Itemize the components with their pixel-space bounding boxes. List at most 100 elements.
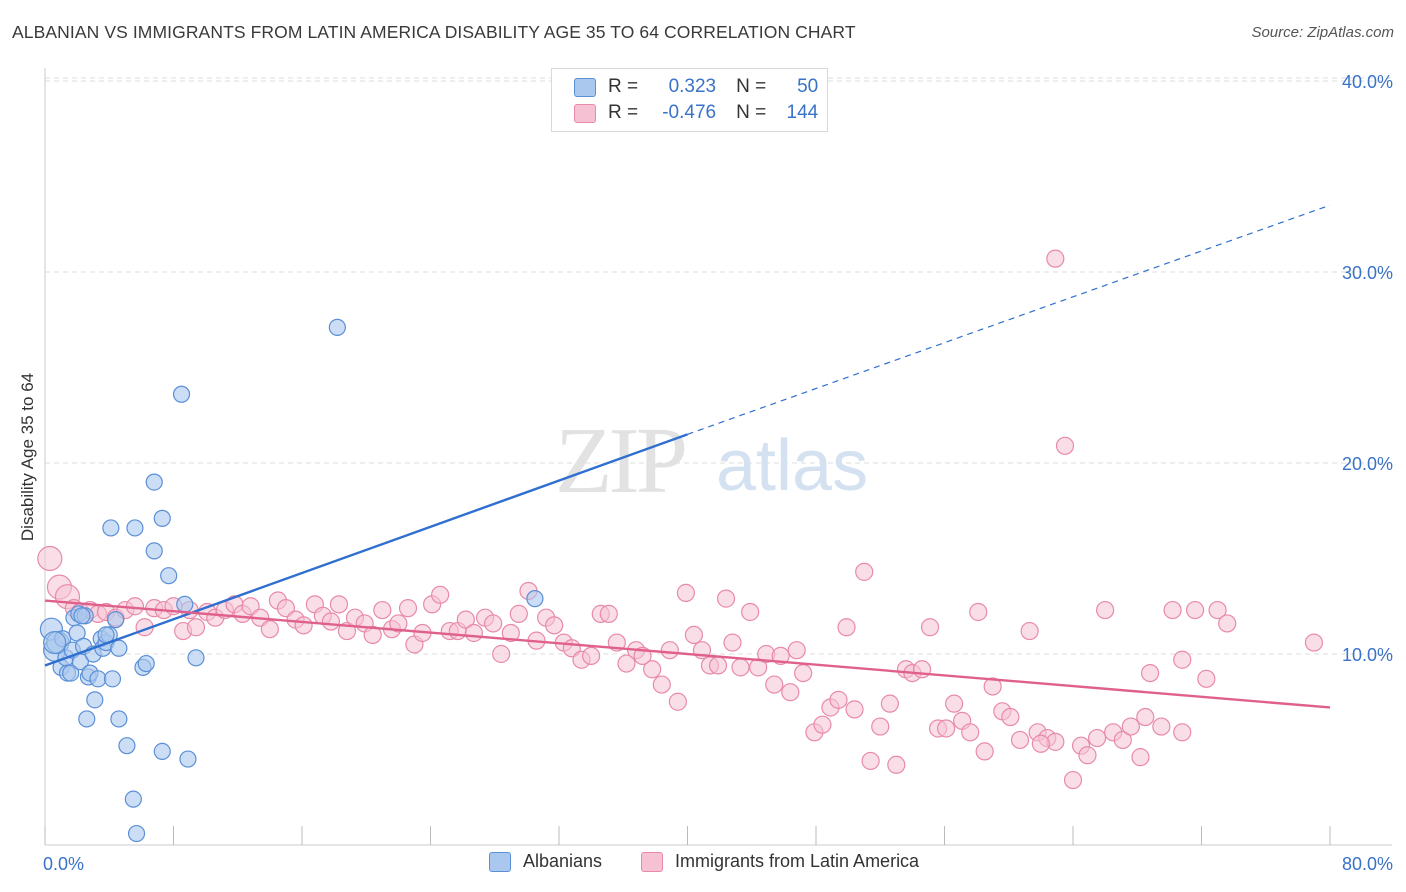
latin-point-95 [855,562,874,581]
latin-point-58 [545,616,564,635]
albanian-point-40 [172,385,191,403]
albanian-point-25 [107,611,125,629]
y-tick-label-40: 40.0% [1342,72,1393,92]
axis-labels: 10.0% 20.0% 30.0% 40.0% 0.0% 80.0% Disability … [18,72,1393,874]
latin-point-86 [781,683,800,702]
latin-point-84 [765,675,784,694]
trend-lines [44,204,1331,709]
latin-point-109 [969,602,988,622]
data-points [37,249,1324,843]
latin-point-72 [668,692,687,711]
latin-point-129 [1140,663,1160,683]
albanian-point-44 [176,595,194,613]
latin-point-111 [983,677,1002,696]
latin-point-77 [708,656,728,675]
latin-point-53 [501,623,520,643]
albanians-legend-label: Albanians [523,851,603,871]
latin-r-label: R = [608,102,639,123]
latin-point-96 [861,751,880,771]
latin-point-103 [920,618,940,637]
latin-point-32 [321,612,341,631]
albanian-point-31 [127,824,146,843]
latin-point-106 [945,694,964,713]
latin-point-51 [484,614,503,633]
axes [44,68,1392,846]
latin-point-110 [975,742,994,761]
albanian-point-19 [89,670,107,688]
albanian-point-28 [110,710,128,728]
albanians-r-value: 0.323 [668,76,717,97]
latin-point-49 [464,623,483,643]
latin-point-139 [1136,707,1155,727]
latin-point-141 [1031,734,1050,753]
latin-point-108 [961,723,980,742]
albanian-point-43 [102,519,120,537]
latin-point-70 [652,675,671,694]
latin-point-78 [716,589,736,608]
latin-point-119 [1055,436,1075,455]
bottom-legend-albanians[interactable]: Albanians [489,851,602,872]
y-axis-label: Disability Age 35 to 64 [18,373,37,541]
latin-swatch [574,103,596,123]
bottom-legend: Albanians Immigrants from Latin America [0,851,1406,877]
albanian-point-30 [124,790,142,808]
latin-point-93 [837,618,856,637]
latin-point-64 [599,604,618,623]
latin-trend-line [44,599,1331,709]
latin-point-128 [1131,748,1150,767]
x-tick-label-max: 80.0% [1342,854,1393,874]
y-tick-label-20: 20.0% [1342,454,1393,474]
watermark: ZIP atlas [555,409,868,513]
albanian-point-29 [118,737,136,755]
y-tick-label-30: 30.0% [1342,263,1393,283]
latin-point-33 [329,595,349,614]
latin-point-133 [1185,600,1205,620]
albanians-n-label: N = [736,76,767,97]
latin-point-71 [660,641,679,660]
latin-point-126 [1113,730,1132,750]
latin-point-0 [37,545,63,572]
latin-point-92 [829,690,848,709]
watermark-atlas: atlas [716,426,868,506]
latin-point-52 [492,644,511,664]
watermark-zip: ZIP [555,409,685,513]
latin-point-113 [1001,707,1020,727]
albanian-point-24 [103,670,122,688]
latin-point-99 [887,755,906,774]
latin-point-85 [771,646,790,666]
latin-point-80 [731,658,750,677]
albanian-point-45 [43,630,67,655]
latin-point-69 [643,660,662,679]
albanian-point-48 [328,318,346,336]
latin-point-54 [509,604,528,623]
latin-point-97 [871,717,890,736]
albanians-trend-extension [687,204,1331,435]
latin-point-81 [741,602,760,622]
latin-point-38 [373,600,392,620]
latin-point-124 [1096,600,1115,620]
latin-point-127 [1121,717,1140,736]
albanian-point-49 [526,590,544,608]
latin-point-88 [794,663,813,683]
latin-point-135 [1208,600,1227,620]
latin-point-138 [1046,249,1065,268]
albanian-point-39 [153,742,171,761]
legend-row-latin: R = -0.476 N = 144 [574,101,818,125]
albanian-point-27 [78,710,96,728]
latin-point-102 [912,660,932,679]
bottom-legend-latin[interactable]: Immigrants from Latin America [641,851,919,872]
latin-point-29 [294,616,313,635]
latin-point-105 [937,719,956,738]
latin-point-62 [582,646,601,666]
albanian-point-42 [187,649,205,667]
latin-point-136 [1218,614,1237,633]
legend-box: R = 0.323 N = 50 R = -0.476 N = 144 [551,68,828,132]
latin-point-17 [186,618,206,637]
albanian-point-35 [145,473,163,491]
latin-point-40 [389,614,408,633]
albanians-swatch [574,77,596,97]
y-tick-label-10: 10.0% [1342,645,1393,665]
latin-point-48 [456,610,475,629]
albanian-point-26 [110,639,128,657]
